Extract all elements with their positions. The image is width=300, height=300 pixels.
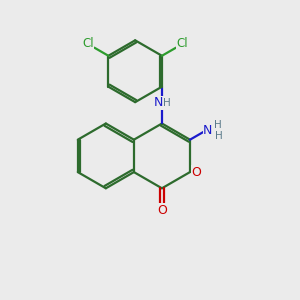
Text: Cl: Cl xyxy=(82,38,94,50)
Text: H: H xyxy=(164,98,171,108)
Text: H: H xyxy=(214,120,222,130)
Text: H: H xyxy=(215,131,223,141)
Text: N: N xyxy=(154,96,163,110)
Text: Cl: Cl xyxy=(176,38,188,50)
Text: O: O xyxy=(191,166,201,178)
Text: N: N xyxy=(203,124,212,136)
Text: O: O xyxy=(157,204,167,217)
